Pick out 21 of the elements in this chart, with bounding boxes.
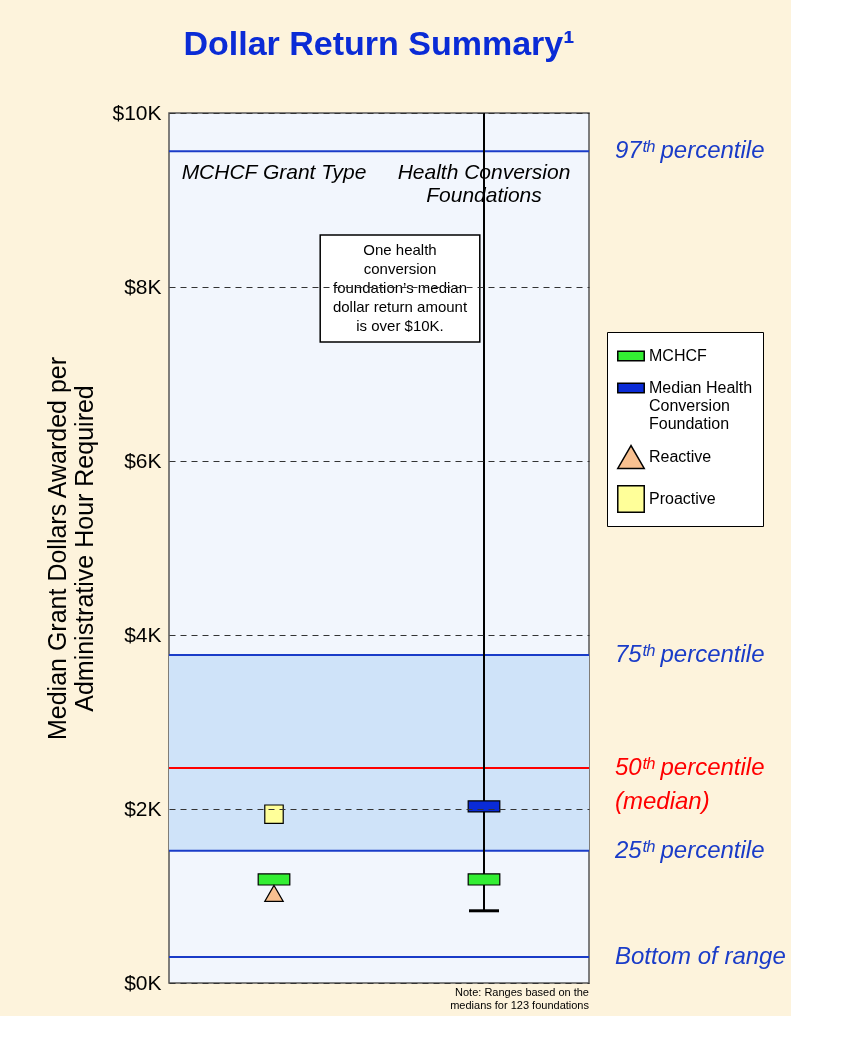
y-axis-title: Median Grant Dollars Awarded per Administrative Hour Required (43, 356, 99, 741)
y-tick-label: $6K (124, 448, 162, 472)
ref-line-label: 97ᵗʰ percentile (615, 136, 765, 164)
legend-label: Reactive (649, 448, 712, 465)
chart-title: Dollar Return Summary¹ (183, 24, 575, 62)
y-tick-label: $4K (124, 622, 162, 646)
legend-label: Median Health Conversion Foundation (649, 379, 753, 432)
ref-line-label: 50ᵗʰ percentile (median) (615, 753, 765, 815)
point (264, 884, 284, 902)
ref-line-label: 75ᵗʰ percentile (615, 640, 765, 668)
legend-label: Proactive (649, 490, 716, 507)
y-tick-label: $2K (124, 796, 162, 820)
text: Note: Ranges based on the medians for 123 foundations (450, 986, 590, 1011)
y-tick-label: $0K (124, 970, 162, 994)
x-tick-label: MCHCF Grant Type (181, 159, 367, 183)
y-tick-label: $8K (124, 274, 162, 298)
y-tick-label: $10K (112, 100, 162, 124)
ref-line-label: Bottom of range (615, 941, 786, 969)
ref-line-label: 25ᵗʰ percentile (614, 835, 765, 863)
point (264, 804, 284, 825)
legend-label: MCHCF (649, 347, 707, 364)
